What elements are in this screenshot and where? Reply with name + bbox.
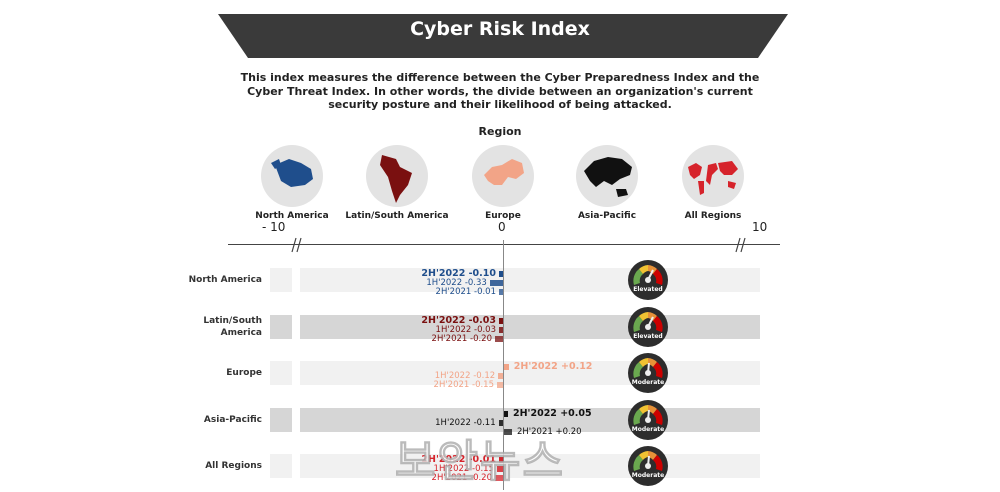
row-label: Asia-Pacific [150,414,262,426]
region-north-america: North America [227,145,357,221]
tick-label-max: 10 [752,220,768,234]
band-segment [740,315,760,339]
bar-2h2022 [499,318,503,324]
asia-pacific-map-icon [576,145,638,207]
region-label: Asia-Pacific [577,211,637,221]
region-europe: Europe [438,145,568,221]
value-label: 2H'2022 -0.01 [421,454,496,465]
bar-1h2022 [498,420,503,426]
risk-gauge-icon [628,260,668,300]
watermark: 보안뉴스 [395,436,565,488]
risk-level-label: Moderate [631,426,665,433]
value-label: 2H'2021 +0.20 [517,427,582,437]
risk-gauge-icon [628,307,668,347]
axis-break-right [735,237,746,253]
value-label: 2H'2021 -0.01 [435,287,496,297]
row-band [270,315,760,339]
value-label: 1H'2022 -0.12 [434,371,496,381]
world-map-icon [682,145,744,207]
value-label: 2H'2022 -0.10 [421,268,496,279]
band-segment [300,268,740,292]
band-segment [740,361,760,385]
band-segment [740,454,760,478]
description-text: This index measures the difference betwe… [240,71,760,111]
value-label: 1H'2022 -0.33 [426,278,487,288]
row-label-line: North America [188,275,262,285]
bar-1h2022 [497,466,503,472]
band-segment [270,315,292,339]
bar-1h2022 [489,280,503,286]
band-segment [740,268,760,292]
value-label: 2H'2021 -0.15 [433,380,494,390]
region-label: All Regions [684,211,742,221]
region-label: Europe [485,211,521,221]
bar-2h2022 [499,271,503,277]
row-label-line: Europe [226,368,262,378]
band-segment [270,408,292,432]
band-segment [300,315,740,339]
row-label: Latin/South America [150,315,262,339]
bar-2h2022 [499,457,503,463]
row-label: All Regions [150,460,262,472]
x-axis-line [228,244,780,245]
bar-2h2021 [495,336,503,342]
band-segment [270,454,292,478]
row-label-line: All Regions [205,461,262,471]
risk-level-label: Elevated [633,333,663,340]
region-asia-pacific: Asia-Pacific [542,145,672,221]
value-label: 1H'2022 -0.11 [435,418,496,428]
region-label: North America [255,211,329,221]
bar-2h2021 [497,382,503,388]
risk-level-label: Elevated [633,286,663,293]
title-banner [218,14,788,58]
row-label-line: Asia-Pacific [203,415,262,425]
row-band [270,268,760,292]
region-all: All Regions [648,145,778,221]
tick-label-zero: 0 [498,220,506,234]
north-america-map-icon [261,145,323,207]
value-label: 2H'2021 -0.20 [431,334,492,344]
row-label-line: Latin/South [203,316,262,326]
bar-2h2022 [504,364,509,370]
risk-gauge-icon [628,446,668,486]
row-label: North America [150,274,262,286]
row-label-line: America [220,328,262,338]
europe-map-icon [472,145,534,207]
risk-gauge-icon [628,353,668,393]
page-title: Cyber Risk Index [410,18,590,40]
value-label: 1H'2022 -0.03 [435,325,496,335]
value-label: 2H'2022 +0.12 [513,361,593,372]
bar-1h2022 [498,373,503,379]
region-label: Latin/South America [345,211,449,221]
risk-level-label: Moderate [631,472,665,479]
value-label: 2H'2021 -0.20 [431,473,492,483]
bar-1h2022 [499,327,503,333]
axis-break-left [291,237,302,253]
bar-2h2021 [499,289,503,295]
region-heading: Region [478,125,522,138]
row-label: Europe [150,367,262,379]
south-america-map-icon [366,145,428,207]
band-segment [270,268,292,292]
band-segment [270,361,292,385]
band-segment [740,408,760,432]
risk-level-label: Moderate [631,379,665,386]
tick-label-min: - 10 [262,220,286,234]
value-label: 1H'2022 -0.15 [433,464,494,474]
zero-line [503,240,504,490]
bar-2h2022 [504,411,508,417]
value-label: 2H'2022 -0.03 [421,315,496,326]
risk-gauge-icon [628,400,668,440]
bar-2h2021 [495,475,503,481]
region-latin-america: Latin/South America [332,145,462,221]
bar-2h2021 [504,429,512,435]
value-label: 2H'2022 +0.05 [513,408,592,419]
